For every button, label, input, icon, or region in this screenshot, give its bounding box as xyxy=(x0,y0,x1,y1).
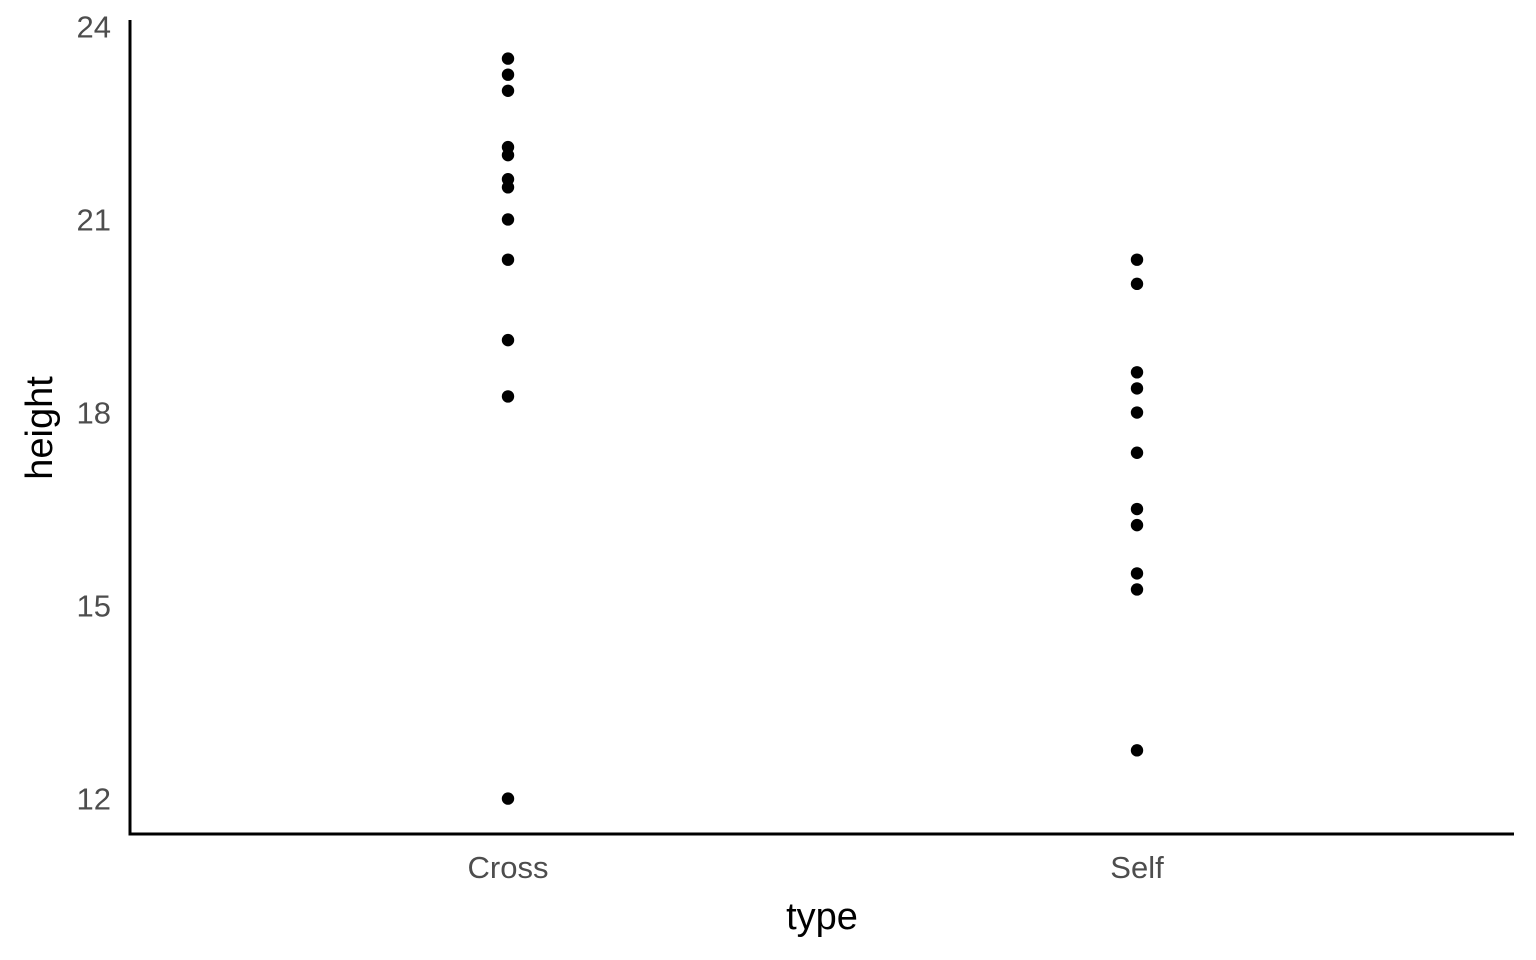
data-points xyxy=(501,52,1144,805)
data-point xyxy=(1130,277,1144,291)
y-axis-title: height xyxy=(19,376,61,480)
data-point xyxy=(501,181,515,194)
x-axis-title: type xyxy=(786,896,858,938)
data-point xyxy=(501,792,515,805)
data-point xyxy=(1130,366,1144,379)
data-point xyxy=(1130,502,1144,516)
data-point xyxy=(1130,744,1144,757)
data-point xyxy=(1130,446,1144,459)
y-tick-label: 15 xyxy=(77,589,111,624)
x-tick-label: Cross xyxy=(468,850,549,885)
y-tick-label: 18 xyxy=(77,396,111,431)
data-point xyxy=(501,68,515,81)
data-point xyxy=(1130,382,1144,395)
data-point xyxy=(501,253,515,266)
data-point xyxy=(501,213,515,226)
data-point xyxy=(1130,518,1144,532)
x-tick-label: Self xyxy=(1110,850,1164,885)
data-point xyxy=(501,333,515,347)
data-point xyxy=(501,390,515,403)
data-point xyxy=(1130,253,1144,266)
data-point xyxy=(1130,406,1144,419)
y-tick-label: 24 xyxy=(77,9,111,44)
data-point xyxy=(501,148,515,162)
y-axis-ticks: 12 15 18 21 24 xyxy=(77,9,111,816)
y-tick-label: 12 xyxy=(77,782,111,817)
data-point xyxy=(501,52,515,65)
data-point xyxy=(1130,567,1144,580)
data-point xyxy=(1130,583,1144,596)
y-tick-label: 21 xyxy=(77,202,111,237)
x-axis-ticks: Cross Self xyxy=(468,850,1165,885)
data-point xyxy=(501,84,515,97)
